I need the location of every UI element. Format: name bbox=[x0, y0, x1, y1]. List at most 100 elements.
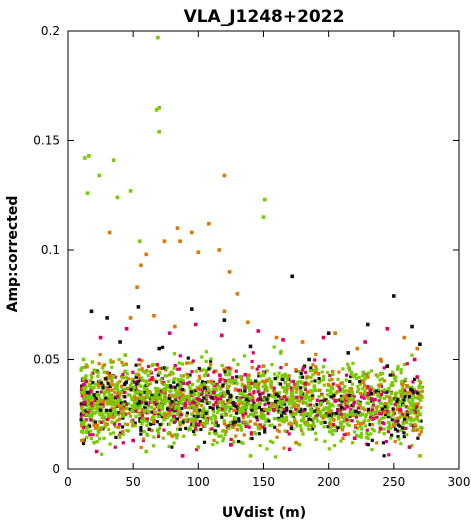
data-point-cloud bbox=[211, 407, 215, 411]
data-point-cloud bbox=[409, 416, 413, 420]
data-point bbox=[227, 370, 232, 375]
data-point bbox=[157, 346, 161, 351]
data-point-cloud bbox=[366, 394, 370, 398]
data-point-cloud bbox=[272, 392, 276, 396]
data-point-cloud bbox=[352, 400, 357, 404]
data-point-cloud bbox=[164, 413, 168, 417]
data-point-cloud bbox=[222, 419, 226, 423]
x-tick-label: 0 bbox=[64, 475, 72, 489]
data-point-cloud bbox=[347, 365, 351, 369]
data-point-cloud bbox=[323, 439, 327, 443]
data-point-cloud bbox=[343, 407, 347, 411]
data-point-cloud bbox=[252, 391, 256, 395]
data-point-cloud bbox=[270, 363, 274, 367]
data-point-cloud bbox=[243, 395, 248, 399]
data-point-cloud bbox=[401, 420, 405, 424]
data-point-cloud bbox=[188, 398, 192, 402]
data-point bbox=[246, 320, 250, 325]
data-point-cloud bbox=[376, 392, 380, 396]
data-point-cloud bbox=[305, 390, 309, 394]
data-point bbox=[243, 373, 248, 377]
data-point-cloud bbox=[233, 422, 237, 426]
data-point-cloud bbox=[89, 429, 93, 433]
data-point-cloud bbox=[314, 437, 318, 441]
data-point-cloud bbox=[245, 405, 249, 409]
data-point-cloud bbox=[314, 431, 318, 435]
data-point-cloud bbox=[344, 395, 348, 399]
data-point-cloud bbox=[139, 428, 143, 432]
data-point-cloud bbox=[116, 404, 120, 408]
data-point-cloud bbox=[398, 410, 402, 414]
data-point-cloud bbox=[89, 390, 93, 394]
data-point-cloud bbox=[155, 420, 160, 424]
data-point-cloud bbox=[147, 410, 151, 414]
data-point-cloud bbox=[240, 378, 244, 382]
data-point-cloud bbox=[125, 406, 129, 410]
data-point-cloud bbox=[396, 367, 400, 371]
data-point-cloud bbox=[220, 377, 225, 381]
data-point-cloud bbox=[180, 406, 184, 410]
data-point-cloud bbox=[332, 396, 336, 401]
data-point-cloud bbox=[132, 394, 137, 398]
data-point-cloud bbox=[272, 389, 276, 393]
data-point-cloud bbox=[216, 424, 220, 428]
data-point-cloud bbox=[411, 429, 415, 433]
data-point-cloud bbox=[200, 403, 204, 407]
data-point-cloud bbox=[258, 392, 262, 396]
data-point-cloud bbox=[294, 390, 298, 394]
data-point-cloud bbox=[274, 407, 279, 411]
data-point-cloud bbox=[106, 388, 110, 392]
data-point-cloud bbox=[246, 415, 250, 419]
data-point bbox=[98, 335, 103, 340]
data-point-cloud bbox=[86, 403, 90, 407]
data-point-cloud bbox=[276, 375, 280, 379]
data-point-cloud bbox=[258, 423, 262, 427]
data-point-cloud bbox=[167, 379, 171, 384]
data-point-cloud bbox=[299, 393, 303, 397]
data-point-cloud bbox=[389, 415, 393, 419]
data-point-cloud bbox=[269, 384, 273, 388]
data-point-cloud bbox=[341, 387, 345, 391]
data-point-cloud bbox=[195, 387, 199, 391]
data-point-cloud bbox=[284, 415, 288, 419]
data-point-cloud bbox=[319, 421, 323, 425]
data-point-cloud bbox=[393, 394, 397, 398]
data-point-cloud bbox=[121, 432, 125, 436]
data-point-cloud bbox=[173, 397, 177, 401]
data-point-cloud bbox=[341, 408, 345, 412]
data-point-cloud bbox=[328, 420, 332, 424]
data-point-cloud bbox=[105, 422, 109, 426]
data-point-cloud bbox=[323, 358, 327, 362]
data-point-cloud bbox=[140, 359, 144, 363]
data-point-cloud bbox=[291, 427, 295, 431]
data-point-cloud bbox=[258, 425, 262, 429]
data-point-cloud bbox=[133, 396, 137, 400]
data-point-cloud bbox=[408, 422, 412, 426]
data-point-cloud bbox=[336, 409, 340, 413]
data-point-cloud bbox=[387, 411, 391, 415]
data-point bbox=[333, 399, 337, 403]
data-point-cloud bbox=[136, 406, 140, 410]
data-point-cloud bbox=[193, 427, 198, 431]
data-point-cloud bbox=[92, 419, 96, 423]
data-point-cloud bbox=[190, 406, 194, 410]
data-point-cloud bbox=[149, 405, 154, 409]
data-point-cloud bbox=[369, 412, 373, 416]
data-point-cloud bbox=[113, 391, 117, 395]
data-point-cloud bbox=[116, 412, 120, 416]
data-point-cloud bbox=[351, 411, 356, 415]
data-point-cloud bbox=[384, 439, 388, 444]
data-point-cloud bbox=[380, 371, 385, 375]
data-point-cloud bbox=[192, 397, 196, 402]
data-point-cloud bbox=[304, 370, 308, 374]
data-point-cloud bbox=[326, 425, 330, 429]
data-point-cloud bbox=[131, 408, 135, 412]
data-point-cloud bbox=[237, 396, 241, 400]
data-point-cloud bbox=[99, 402, 103, 406]
data-point-cloud bbox=[419, 405, 423, 410]
data-point-cloud bbox=[314, 416, 318, 420]
data-point-cloud bbox=[314, 352, 318, 356]
data-point bbox=[313, 388, 318, 392]
data-point-cloud bbox=[88, 433, 92, 437]
data-point bbox=[346, 432, 350, 436]
